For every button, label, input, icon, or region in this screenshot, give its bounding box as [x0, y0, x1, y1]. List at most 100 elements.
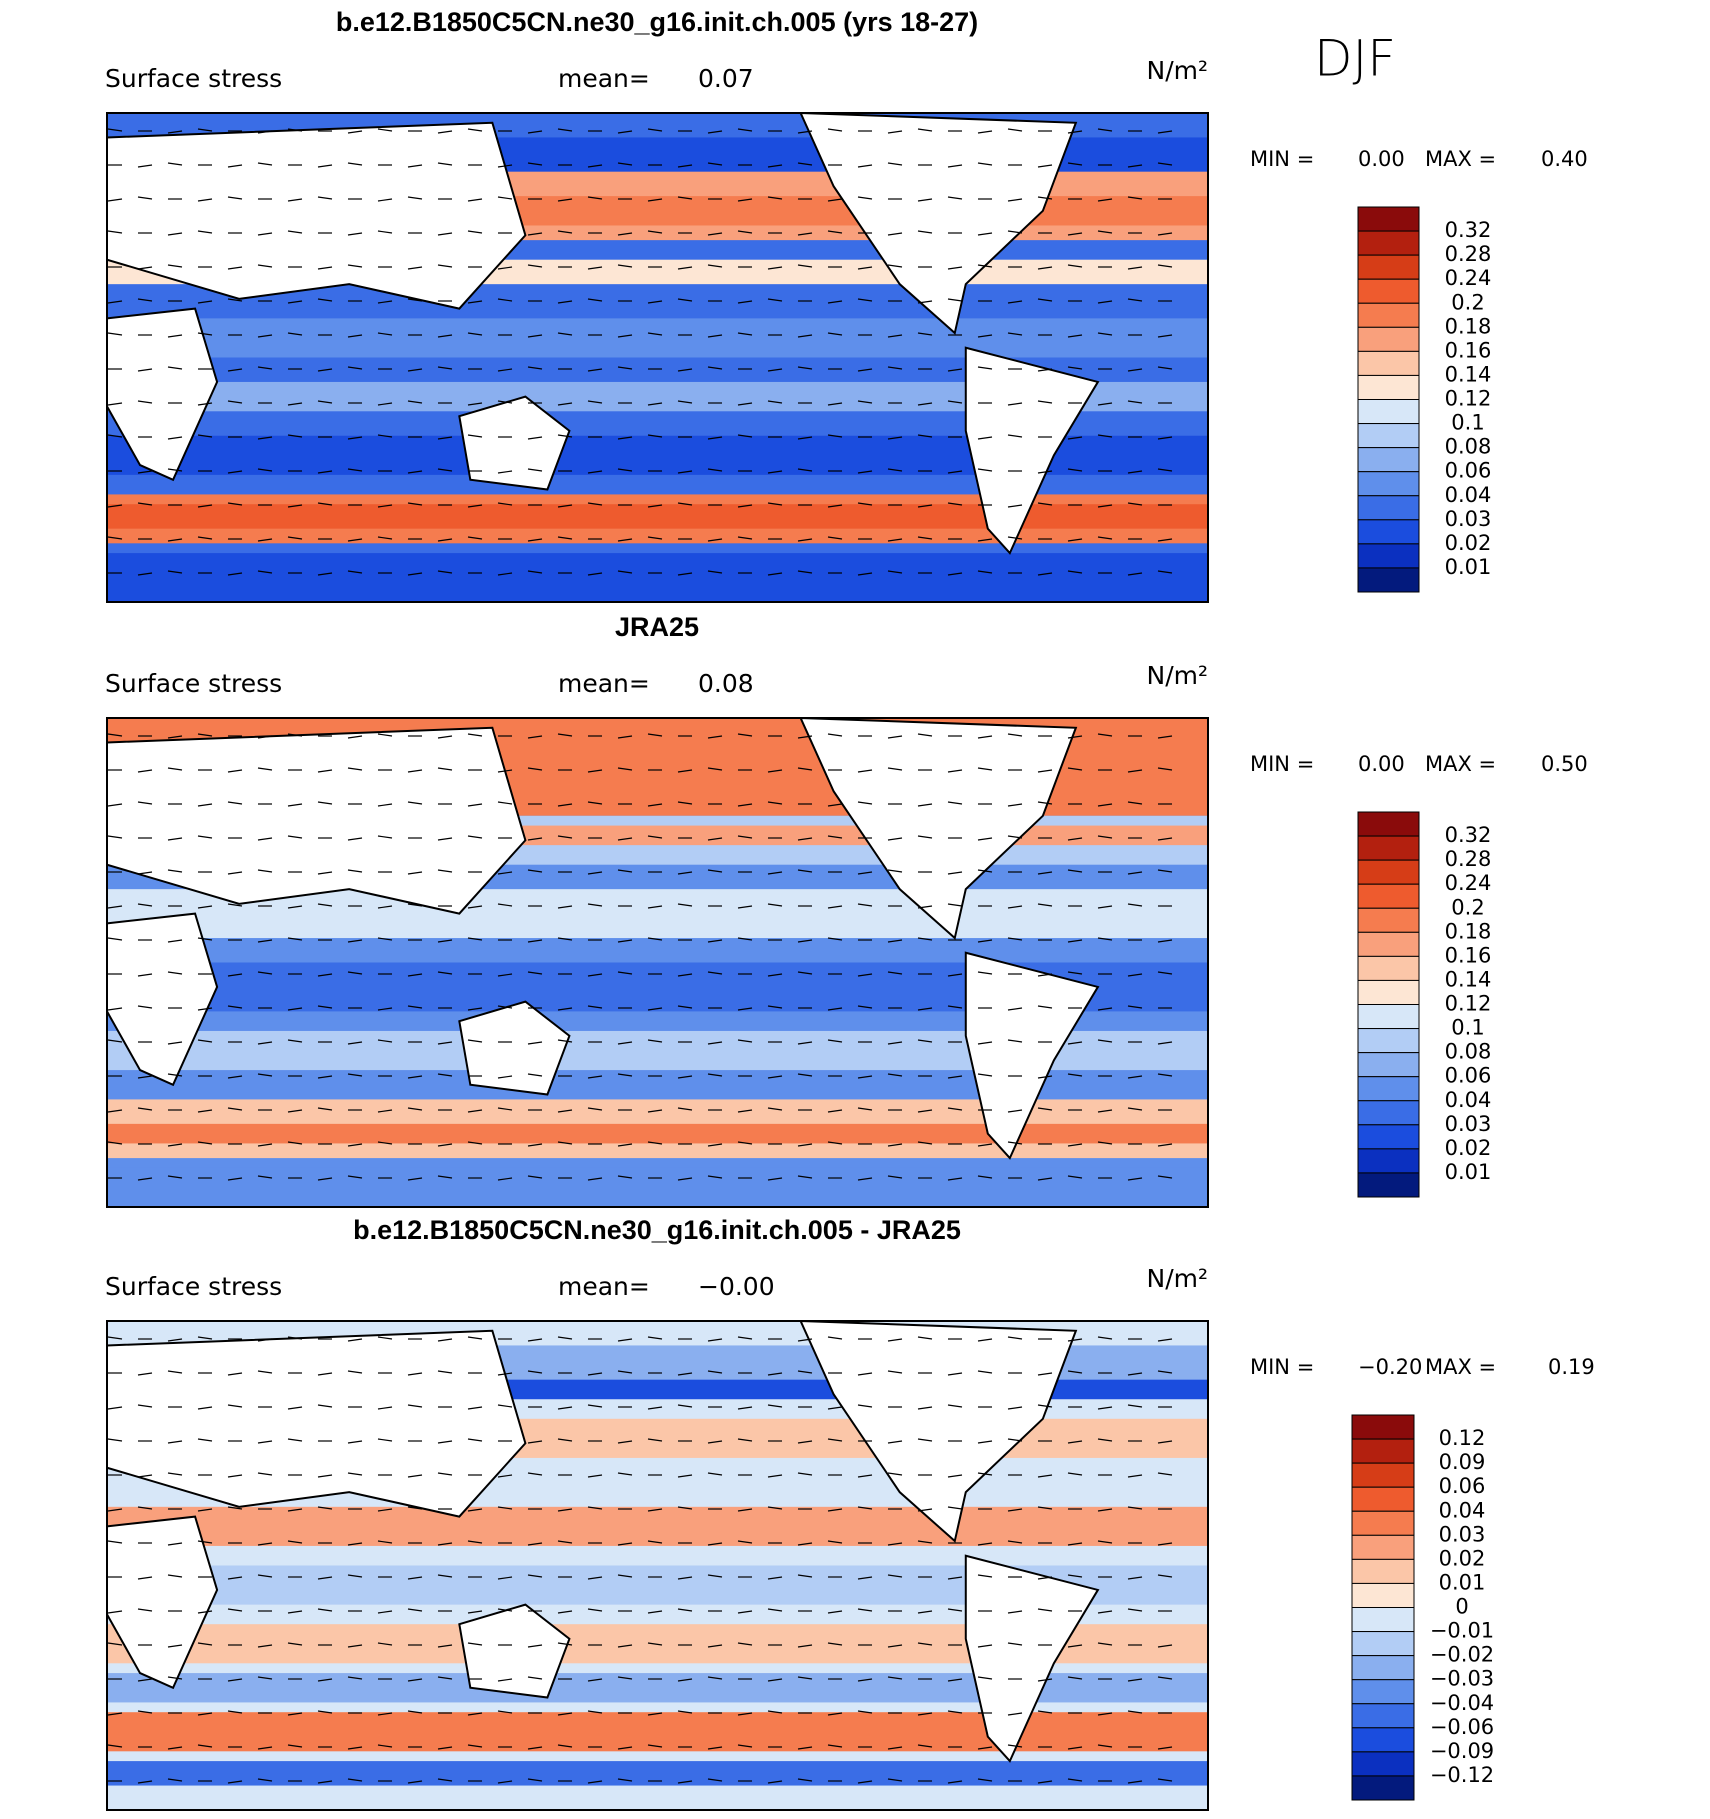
wind-vector — [1007, 803, 1023, 807]
wind-vector — [167, 1676, 183, 1680]
wind-vector — [887, 1073, 903, 1077]
wind-vector — [647, 504, 663, 508]
wind-vector — [377, 1406, 393, 1410]
units: N/m² — [1147, 661, 1209, 690]
wind-vector — [617, 1676, 633, 1680]
wind-vector — [347, 468, 363, 472]
wind-vector — [947, 1576, 963, 1580]
min-label: MIN = — [1250, 147, 1314, 171]
wind-vector — [857, 1710, 873, 1714]
wind-vector — [197, 1109, 213, 1113]
wind-vector — [1157, 1644, 1173, 1648]
wind-vector — [617, 1472, 633, 1476]
wind-vector — [497, 1177, 513, 1181]
wind-vector — [227, 1506, 243, 1510]
wind-vector — [977, 869, 993, 873]
wind-vector — [407, 266, 423, 270]
wind-vector — [1037, 1404, 1053, 1408]
wind-vector — [767, 1780, 783, 1784]
wind-vector — [257, 735, 273, 739]
wind-vector — [1127, 400, 1143, 404]
wind-vector — [767, 769, 783, 773]
wind-vector — [857, 801, 873, 805]
wind-vector — [947, 1506, 963, 1510]
wind-vector — [647, 1039, 663, 1043]
wind-vector — [617, 162, 633, 166]
wind-vector — [887, 1676, 903, 1680]
wind-vector — [587, 164, 603, 168]
wind-vector — [1007, 1438, 1023, 1442]
wind-vector — [167, 837, 183, 841]
wind-vector — [347, 538, 363, 542]
wind-vector — [887, 366, 903, 370]
colorbar-box — [1357, 519, 1420, 545]
wind-vector — [227, 1678, 243, 1682]
wind-vector — [647, 1712, 663, 1716]
wind-vector — [197, 1610, 213, 1614]
wind-vector — [1157, 334, 1173, 338]
wind-vector — [707, 436, 723, 440]
wind-vector — [857, 1372, 873, 1376]
wind-vector — [737, 1406, 753, 1410]
wind-vector — [1157, 971, 1173, 975]
wind-vector — [767, 1576, 783, 1580]
wind-vector — [1157, 130, 1173, 134]
wind-vector — [827, 434, 843, 438]
wind-vector — [1067, 162, 1083, 166]
wind-vector — [1127, 196, 1143, 200]
colorbar-label: 0.09 — [1439, 1450, 1486, 1474]
wind-vector — [917, 1508, 933, 1512]
wind-vector — [887, 468, 903, 472]
wind-vector — [467, 803, 483, 807]
wind-vector — [1127, 1608, 1143, 1612]
wind-vector — [557, 1007, 573, 1011]
wind-vector — [257, 1440, 273, 1444]
wind-vector — [1127, 1075, 1143, 1079]
wind-vector — [827, 198, 843, 202]
wind-vector — [1097, 1438, 1113, 1442]
wind-vector — [437, 1574, 453, 1578]
wind-vector — [767, 164, 783, 168]
wind-vector — [947, 1075, 963, 1079]
wind-vector — [107, 1039, 123, 1043]
wind-vector — [767, 400, 783, 404]
wind-vector — [677, 1780, 693, 1784]
wind-vector — [1007, 937, 1023, 941]
wind-vector — [1067, 264, 1083, 268]
wind-vector — [977, 1440, 993, 1444]
colorbar-box — [1357, 254, 1420, 280]
wind-vector — [437, 468, 453, 472]
wind-vector — [407, 572, 423, 576]
wind-vector — [1007, 1540, 1023, 1544]
wind-vector — [587, 1404, 603, 1408]
wind-vector — [1157, 436, 1173, 440]
wind-vector — [137, 368, 153, 372]
wind-vector — [557, 300, 573, 304]
wind-vector — [977, 1041, 993, 1045]
wind-vector — [347, 735, 363, 739]
colorbar-label: 0.24 — [1445, 871, 1492, 895]
wind-vector — [377, 230, 393, 234]
wind-vector — [197, 1508, 213, 1512]
colorbar-box — [1351, 1727, 1415, 1753]
wind-vector — [557, 1744, 573, 1748]
wind-vector — [377, 733, 393, 737]
wind-vector — [947, 572, 963, 576]
wind-vector — [227, 400, 243, 404]
wind-vector — [617, 767, 633, 771]
wind-vector — [197, 504, 213, 508]
wind-vector — [287, 128, 303, 132]
wind-vector — [437, 1676, 453, 1680]
wind-vector — [347, 939, 363, 943]
wind-vector — [1037, 769, 1053, 773]
wind-vector — [797, 1073, 813, 1077]
wind-vector — [917, 835, 933, 839]
colorbar-label: 0.12 — [1445, 992, 1492, 1016]
wind-vector — [347, 1143, 363, 1147]
wind-vector — [767, 368, 783, 372]
wind-vector — [1007, 128, 1023, 132]
colorbar-box — [1351, 1631, 1415, 1657]
wind-vector — [917, 1141, 933, 1145]
wind-vector — [647, 1007, 663, 1011]
colorbar-label: 0.1 — [1451, 411, 1484, 435]
